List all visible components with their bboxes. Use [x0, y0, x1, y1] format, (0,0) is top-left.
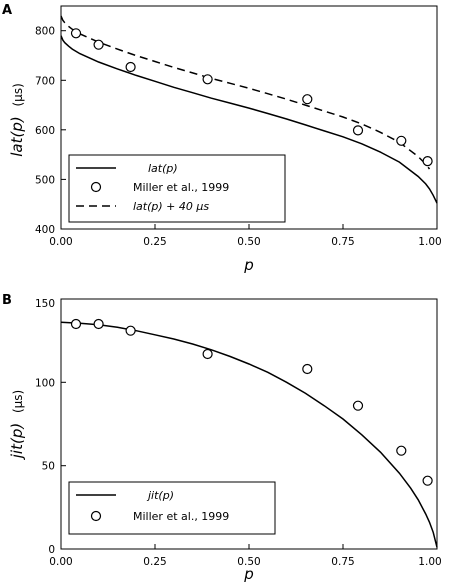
panel-a-data-point: [93, 39, 104, 50]
panel-b-data-point: [396, 445, 407, 456]
panel-b-ytick-label: 50: [42, 461, 55, 473]
panel-a-data-point: [125, 61, 136, 73]
panel-b-data-point: [302, 363, 313, 375]
panel-b-x-axis: 0.00 0.25 0.50 0.75 1.00: [49, 544, 442, 568]
panel-b-legend-marker-swatch: [90, 510, 102, 522]
panel-a-data-point: [302, 94, 313, 105]
panel-b-series-layer: [60, 321, 438, 548]
panel-b-xtick-label: 0.50: [237, 556, 260, 568]
panel-a-ytick-label: 800: [35, 26, 55, 38]
panel-a-x-axis: 0.00 0.25 0.50 0.75 1.00: [49, 224, 442, 248]
panel-b-solid-series-line: [60, 321, 438, 548]
panel-a-ytick-label: 700: [35, 75, 55, 87]
panel-a-data-point: [396, 135, 407, 146]
panel-b-ytick-label: 0: [48, 544, 55, 556]
panel-b-ytick-label: 150: [35, 298, 55, 310]
panel-a-y-axis-label: lat(p): [8, 116, 26, 156]
panel-a-ytick-label: 400: [35, 224, 55, 236]
panel-b-legend: jit(p) Miller et al., 1999: [68, 481, 276, 535]
panel-a-legend-label-lat: lat(p): [148, 162, 178, 175]
svg-text:lat(p) (µs): lat(p) (µs): [8, 83, 26, 157]
svg-text:jit(p) (µs): jit(p) (µs): [8, 390, 26, 460]
panel-b-data-point: [125, 325, 136, 336]
panel-b-xtick-label: 0.75: [331, 556, 354, 568]
panel-a-xtick-label: 1.00: [418, 236, 441, 248]
panel-a-xtick-label: 0.00: [49, 236, 72, 248]
panel-a-legend-label-miller: Miller et al., 1999: [133, 181, 229, 194]
panel-b-xtick-label: 0.25: [143, 556, 166, 568]
panel-b-y-axis-unit: (µs): [11, 390, 25, 413]
panel-a-data-point: [70, 28, 82, 39]
panel-a-legend: lat(p) Miller et al., 1999 lat(p) + 40 µ…: [68, 154, 286, 223]
panel-a-legend-box: [68, 154, 286, 223]
panel-b-y-axis-title: jit(p) (µs): [8, 390, 26, 460]
panel-b: B 0 50 100 150 0.00 0.25 0.50: [2, 293, 442, 582]
panel-b-data-point: [202, 348, 213, 360]
panel-a-y-axis-unit: (µs): [11, 83, 25, 106]
panel-a-xtick-label: 0.25: [143, 236, 166, 248]
panel-b-data-point: [70, 318, 82, 330]
panel-a-plot: [60, 5, 438, 230]
panel-a-xtick-label: 0.75: [331, 236, 354, 248]
panel-b-data-point: [352, 400, 364, 411]
panel-a-data-point: [202, 74, 213, 85]
panel-letter-a: A: [2, 3, 12, 18]
panel-b-xtick-label: 1.00: [418, 556, 441, 568]
panel-a-y-axis-title: lat(p) (µs): [8, 83, 26, 157]
panel-a-legend-marker-swatch: [90, 181, 102, 193]
panel-b-ytick-label: 100: [35, 377, 55, 389]
panel-a-y-axis: 400 500 600 700 800: [35, 26, 66, 236]
panel-b-y-axis: 0 50 100 150: [35, 298, 66, 556]
panel-a-solid-series-line: [60, 35, 438, 204]
panel-a-dashed-series-line: [60, 15, 431, 170]
panel-b-legend-label-jit: jit(p): [146, 489, 174, 502]
panel-a-data-point: [352, 125, 364, 136]
panel-b-legend-box: [68, 481, 276, 535]
panel-b-x-axis-label: p: [243, 565, 254, 582]
panel-a-marker-layer: [70, 28, 433, 167]
panel-a-x-axis-label: p: [243, 256, 254, 274]
panel-a-ytick-label: 500: [35, 174, 55, 186]
panel-a: A 400 500 600 700 800 0.00 0.: [2, 3, 442, 274]
panel-b-marker-layer: [70, 318, 433, 486]
panel-a-legend-label-lat-plus: lat(p) + 40 µs: [133, 200, 209, 213]
panel-b-xtick-label: 0.00: [49, 556, 72, 568]
panel-b-data-point: [422, 475, 433, 486]
panel-b-data-point: [93, 318, 104, 330]
panel-a-xtick-label: 0.50: [237, 236, 260, 248]
panel-a-ytick-label: 600: [35, 125, 55, 137]
panel-b-y-axis-label: jit(p): [8, 423, 26, 460]
panel-letter-b: B: [2, 293, 12, 308]
panel-b-legend-label-miller: Miller et al., 1999: [133, 510, 229, 523]
panel-a-data-point: [422, 156, 433, 167]
